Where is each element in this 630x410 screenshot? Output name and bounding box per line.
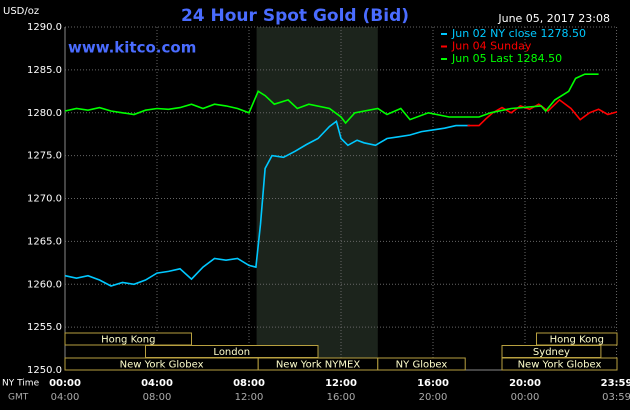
y-tick-label: 1250.0 <box>27 365 62 376</box>
source: www.kitco.com <box>68 39 196 57</box>
session-label: Sydney <box>533 347 570 358</box>
session-label: London <box>213 347 250 358</box>
series-line <box>64 73 599 125</box>
x-tick-label: 00:00 <box>49 378 81 389</box>
timestamp: June 05, 2017 23:08 <box>497 12 610 25</box>
session-label: Hong Kong <box>550 335 604 346</box>
session-box <box>501 357 618 371</box>
y-tick-label: 1290.0 <box>27 22 62 33</box>
session-label: Hong Kong <box>101 335 155 346</box>
x-tick-label: 23:59 <box>601 378 630 389</box>
legend-label: Jun 04 Sunday <box>451 40 532 53</box>
x2-tick-label: 04:00 <box>51 392 80 403</box>
x-tick-label: 20:00 <box>509 378 541 389</box>
session-label: New York Globex <box>518 360 602 371</box>
x-row-label: NY Time <box>2 379 40 389</box>
series-line <box>467 98 618 127</box>
x2-tick-label: 20:00 <box>419 392 448 403</box>
y-tick-label: 1265.0 <box>27 236 62 247</box>
x2-tick-label: 12:00 <box>235 392 264 403</box>
x2-tick-label: 16:00 <box>327 392 356 403</box>
x2-tick-label: 03:59 <box>602 392 630 403</box>
x2-tick-label: 00:00 <box>511 392 540 403</box>
y-tick-label: 1285.0 <box>27 65 62 76</box>
chart-title: 24 Hour Spot Gold (Bid) <box>181 6 409 26</box>
session-label: NY Globex <box>396 360 448 371</box>
y-tick-label: 1280.0 <box>27 108 62 119</box>
x-tick-label: 04:00 <box>141 378 173 389</box>
x2-tick-label: 08:00 <box>143 392 172 403</box>
y-tick-label: 1275.0 <box>27 151 62 162</box>
y-axis-label: USD/oz <box>3 6 39 17</box>
y-tick-label: 1270.0 <box>27 194 62 205</box>
legend-label: Jun 02 NY close 1278.50 <box>451 27 586 40</box>
x-tick-label: 16:00 <box>417 378 449 389</box>
x-tick-label: 08:00 <box>233 378 265 389</box>
y-tick-label: 1260.0 <box>27 279 62 290</box>
session-box <box>64 332 192 346</box>
series-line <box>64 119 470 287</box>
y-tick-label: 1255.0 <box>27 322 62 333</box>
legend-label: Jun 05 Last 1284.50 <box>451 52 562 65</box>
session-label: New York NYMEX <box>276 360 361 371</box>
x2-row-label: GMT <box>8 393 29 403</box>
session-label: New York Globex <box>120 360 204 371</box>
x-tick-label: 12:00 <box>325 378 357 389</box>
session-box <box>377 357 466 371</box>
